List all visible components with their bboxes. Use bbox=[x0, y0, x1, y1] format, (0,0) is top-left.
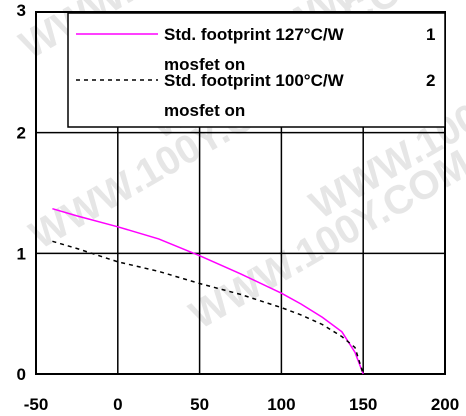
x-tick-label: 0 bbox=[113, 395, 122, 414]
legend-label-series-1-line1: Std. footprint 127°C/W bbox=[164, 25, 345, 44]
series-line-1 bbox=[52, 207, 364, 375]
series-line-2 bbox=[52, 240, 364, 375]
y-tick-label: 2 bbox=[17, 124, 26, 143]
legend-label-series-2-line1: Std. footprint 100°C/W bbox=[164, 71, 345, 90]
tick-labels: -50 0 50 100 150 200 0 1 2 3 bbox=[17, 1, 460, 414]
x-tick-label: -50 bbox=[24, 395, 49, 414]
x-tick-label: 150 bbox=[349, 395, 377, 414]
x-tick-label: 200 bbox=[431, 395, 459, 414]
legend-box bbox=[67, 12, 446, 128]
legend-number-series-1: 1 bbox=[426, 25, 435, 44]
legend-label-series-1-line2: mosfet on bbox=[164, 55, 245, 74]
y-tick-label: 3 bbox=[17, 1, 26, 20]
legend-label-series-2-line2: mosfet on bbox=[164, 101, 245, 120]
x-tick-label: 50 bbox=[190, 395, 209, 414]
y-tick-label: 0 bbox=[17, 365, 26, 384]
series-layer bbox=[52, 207, 364, 375]
y-tick-label: 1 bbox=[17, 244, 26, 263]
legend-number-series-2: 2 bbox=[426, 71, 435, 90]
legend: Std. footprint 127°C/W mosfet on 1 Std. … bbox=[67, 12, 446, 128]
x-tick-label: 100 bbox=[267, 395, 295, 414]
